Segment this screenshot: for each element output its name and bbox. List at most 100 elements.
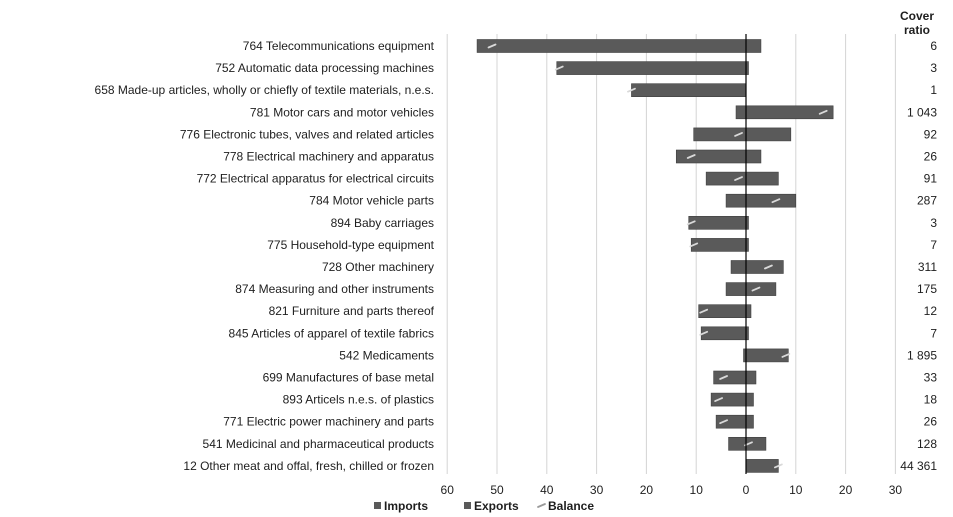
cover-ratio-value: 26 (924, 415, 938, 429)
x-tick-label: 40 (540, 483, 554, 497)
cover-ratio-value: 91 (924, 172, 938, 186)
category-label: 874 Measuring and other instruments (235, 282, 434, 296)
category-label: 699 Manufactures of base metal (263, 371, 434, 385)
x-tick-label: 50 (490, 483, 504, 497)
cover-ratio-value: 128 (917, 437, 937, 451)
exports-bar (745, 282, 777, 296)
cover-ratio-value: 3 (930, 61, 937, 75)
x-tick-label: 30 (889, 483, 903, 497)
balance-marker (627, 87, 636, 93)
balance-marker (719, 375, 728, 380)
cover-ratio-value: 311 (918, 260, 937, 274)
exports-bar (745, 39, 762, 53)
balance-marker (773, 463, 783, 469)
exports-bar (745, 370, 757, 385)
balance-marker (689, 242, 699, 248)
category-label: 752 Automatic data processing machines (215, 61, 434, 75)
balance-marker (487, 43, 497, 49)
cover-ratio-title-line2: ratio (904, 23, 930, 37)
category-label: 776 Electronic tubes, valves and related… (180, 127, 434, 141)
category-label: 893 Articels n.e.s. of plastics (283, 393, 434, 407)
category-label: 764 Telecommunications equipment (243, 39, 435, 53)
imports-bar (688, 216, 747, 230)
cover-ratio-value: 175 (917, 282, 937, 296)
category-label: 845 Articles of apparel of textile fabri… (229, 326, 434, 340)
cover-ratio-value: 1 043 (907, 105, 937, 119)
category-label: 771 Electric power machinery and parts (223, 415, 434, 429)
balance-marker (719, 419, 728, 425)
x-tick-label: 10 (789, 483, 803, 497)
category-label: 541 Medicinal and pharmaceutical product… (203, 437, 434, 451)
cover-ratio-value: 44 361 (900, 459, 937, 473)
imports-bar (728, 436, 747, 451)
balance-marker (764, 264, 773, 270)
category-label: 778 Electrical machinery and apparatus (223, 150, 434, 164)
imports-bar (730, 260, 747, 274)
cover-ratio-value: 3 (930, 216, 937, 230)
bars (476, 39, 834, 473)
balance-marker (699, 330, 709, 336)
balance-marker (781, 352, 791, 358)
gridlines (446, 34, 896, 474)
balance-marker (686, 154, 696, 159)
cover-ratio-title-line1: Cover (900, 9, 934, 23)
exports-bar (745, 304, 752, 319)
imports-bar (725, 193, 747, 208)
balance-marker (699, 308, 709, 314)
cover-ratio-value: 26 (924, 150, 938, 164)
category-label: 821 Furniture and parts thereof (269, 304, 435, 318)
imports-bar (675, 149, 747, 164)
balance-marker (714, 397, 724, 403)
exports-bar (745, 171, 779, 186)
imports-bar (556, 61, 747, 75)
x-tick-label: 30 (590, 483, 604, 497)
balance-marker (554, 65, 564, 71)
category-label: 894 Baby carriages (331, 216, 434, 230)
cover-ratio-value: 92 (924, 127, 938, 141)
category-label: 658 Made-up articles, wholly or chiefly … (95, 83, 434, 97)
category-label: 542 Medicaments (339, 348, 434, 362)
category-label: 775 Household-type equipment (267, 238, 434, 252)
imports-bar (690, 238, 747, 252)
category-label: 772 Electrical apparatus for electrical … (197, 172, 434, 186)
cover-ratio-value: 7 (930, 326, 937, 340)
exports-bar (745, 459, 779, 473)
cover-ratio-value: 1 (930, 83, 937, 97)
balance-marker (751, 286, 761, 292)
imports-bar (700, 326, 747, 341)
x-tick-labels: 60 50 40 30 20 10 0 10 20 30 (441, 483, 903, 497)
category-labels: 764 Telecommunications equipment 752 Auto… (95, 39, 435, 473)
cover-ratio-column: Cover ratio 6 3 1 1 043 92 26 91 287 3 7 311 175 12 7… (900, 9, 937, 473)
balance-legend-label: Balance (548, 499, 594, 513)
imports-bar (725, 282, 747, 296)
exports-legend-swatch (464, 502, 471, 509)
balance-marker (734, 131, 743, 137)
cover-ratio-value: 7 (930, 238, 937, 252)
exports-bar (745, 149, 762, 164)
x-tick-label: 10 (690, 483, 704, 497)
balance-legend-swatch (537, 503, 546, 508)
x-tick-label: 0 (743, 483, 750, 497)
category-label: 12 Other meat and offal, fresh, chilled … (183, 459, 434, 473)
exports-bar (745, 260, 784, 274)
category-label: 784 Motor vehicle parts (309, 194, 434, 208)
cover-ratio-value: 6 (930, 39, 937, 53)
imports-bar (715, 414, 747, 429)
exports-bar (745, 392, 754, 407)
x-tick-label: 20 (640, 483, 654, 497)
balance-marker (686, 220, 696, 226)
x-tick-label: 60 (441, 483, 455, 497)
imports-bar (735, 105, 747, 120)
exports-bar (745, 414, 754, 429)
exports-bar (745, 127, 792, 142)
imports-bar (713, 370, 747, 385)
category-label: 728 Other machinery (322, 260, 434, 274)
imports-legend-swatch (374, 502, 381, 509)
exports-bar (745, 348, 789, 363)
cover-ratio-value: 12 (924, 304, 938, 318)
balance-marker (734, 176, 743, 182)
imports-bar (476, 39, 747, 53)
imports-bar (631, 83, 747, 97)
